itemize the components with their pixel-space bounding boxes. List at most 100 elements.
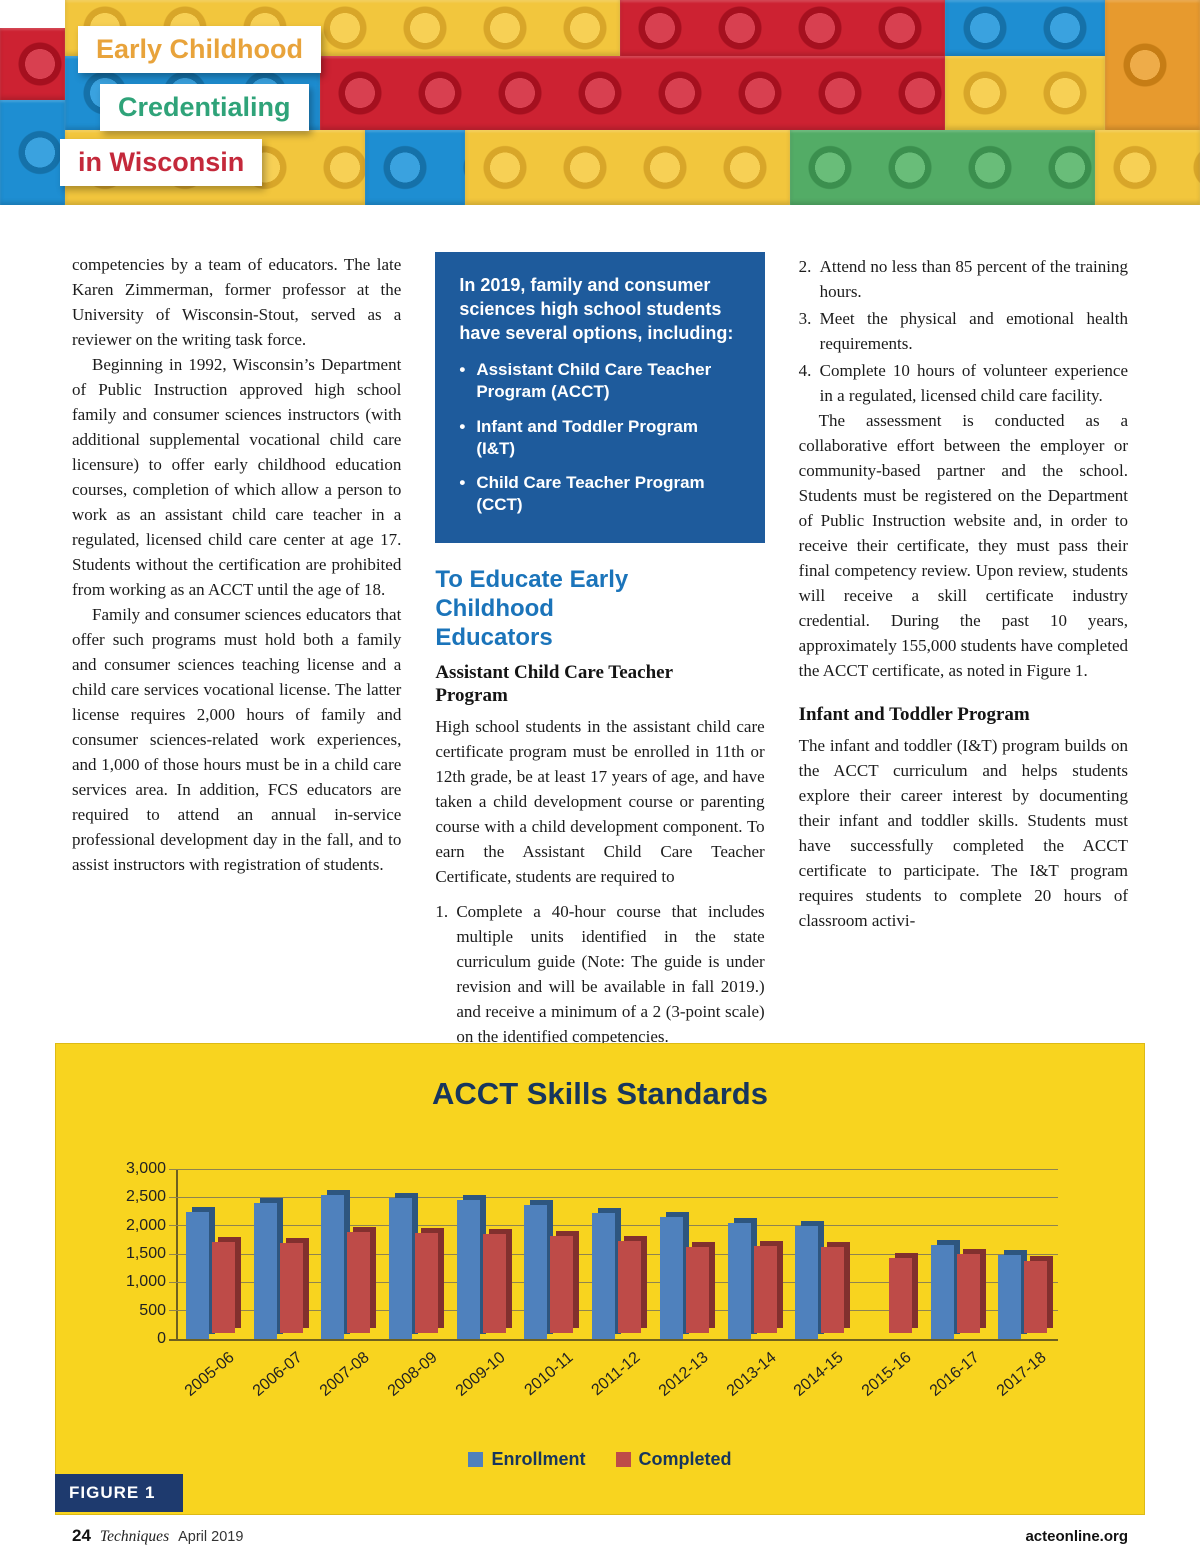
x-axis-label: 2013-14 xyxy=(723,1349,780,1400)
legend-label: Completed xyxy=(638,1449,732,1469)
page-number: 24 xyxy=(72,1526,91,1545)
page-title-line-2: Credentialing xyxy=(100,84,309,131)
item-number: 1. xyxy=(435,902,449,922)
lego-brick-green xyxy=(790,130,1095,205)
lego-brick-red xyxy=(620,0,945,56)
item-text: Attend no less than 85 percent of the tr… xyxy=(819,257,1128,301)
lego-brick-red xyxy=(320,56,945,130)
chart-plot: 0 500 1,000 1,500 2,000 2,500 3,000 2005-06 2006… xyxy=(126,1160,1058,1400)
x-axis-label: 2016-17 xyxy=(926,1349,983,1400)
bar-completed-2014-15 xyxy=(821,1246,845,1333)
bar-enrollment-2017-18 xyxy=(998,1255,1022,1339)
bar-enrollment-2008-09 xyxy=(389,1198,413,1339)
chart-legend: Enrollment Completed xyxy=(56,1449,1144,1470)
legend-swatch-enrollment xyxy=(468,1452,484,1467)
paragraph: competencies by a team of educators. The… xyxy=(72,255,402,349)
bar-enrollment-2010-11 xyxy=(524,1205,548,1339)
figure-label: FIGURE 1 xyxy=(55,1474,184,1512)
item-number: 4. xyxy=(798,361,812,380)
bar-enrollment-2013-14 xyxy=(727,1223,751,1339)
bar-completed-2010-11 xyxy=(550,1235,574,1333)
x-axis-label: 2012-13 xyxy=(655,1349,712,1400)
bar-completed-2011-12 xyxy=(618,1241,642,1333)
gridline xyxy=(169,1168,1058,1170)
callout-bullet: Infant and Toddler Program (I&T) xyxy=(459,416,740,460)
y-axis-tick-label: 1,500 xyxy=(125,1245,166,1262)
bar-enrollment-2009-10 xyxy=(456,1200,480,1339)
callout-bullet: Assistant Child Care Teacher Program (AC… xyxy=(459,359,740,403)
paragraph: High school students in the assistant ch… xyxy=(435,717,765,887)
paragraph: Beginning in 1992, Wisconsin’s Departmen… xyxy=(72,355,402,599)
x-axis-label: 2015-16 xyxy=(858,1349,915,1400)
acct-skills-chart: ACCT Skills Standards 0 500 1,000 1,500 2,00… xyxy=(55,1043,1145,1515)
numbered-item-3: 3. Meet the physical and emotional healt… xyxy=(799,306,1128,356)
column-1: competencies by a team of educators. The… xyxy=(72,252,401,1049)
infant-program-heading: Infant and Toddler Program xyxy=(798,704,1030,725)
item-text: Complete 10 hours of volunteer experienc… xyxy=(819,361,1128,405)
bar-enrollment-2014-15 xyxy=(795,1226,819,1339)
bar-enrollment-2011-12 xyxy=(592,1213,616,1339)
article-body: competencies by a team of educators. The… xyxy=(0,205,1200,1049)
bar-completed-2009-10 xyxy=(482,1234,506,1333)
gridline xyxy=(169,1338,1058,1341)
y-axis-tick-label: 3,000 xyxy=(125,1160,166,1177)
x-axis-label: 2009-10 xyxy=(452,1349,509,1400)
numbered-item-1: 1. Complete a 40-hour course that includ… xyxy=(435,899,764,1049)
item-text: Complete a 40-hour course that includes … xyxy=(456,902,765,1047)
paragraph: Family and consumer sciences educators t… xyxy=(72,605,402,874)
item-number: 2. xyxy=(798,257,812,276)
gridline xyxy=(169,1196,1058,1198)
bar-completed-2013-14 xyxy=(753,1245,777,1333)
bar-completed-2008-09 xyxy=(415,1233,439,1333)
bar-enrollment-2007-08 xyxy=(321,1194,345,1339)
y-axis-tick-label: 2,000 xyxy=(125,1216,166,1234)
lego-brick-yellow xyxy=(945,56,1105,130)
footer-left: 24 Techniques April 2019 xyxy=(72,1526,243,1546)
callout-bullet: Child Care Teacher Program (CCT) xyxy=(459,472,740,516)
numbered-item-4: 4. Complete 10 hours of volunteer experi… xyxy=(799,358,1128,408)
lego-brick-yellow xyxy=(465,130,790,205)
numbered-item-2: 2. Attend no less than 85 percent of the… xyxy=(799,254,1128,304)
page-title-line-3: in Wisconsin xyxy=(60,139,263,186)
callout-box: In 2019, family and consumer sciences hi… xyxy=(435,252,765,543)
figure-1: ACCT Skills Standards 0 500 1,000 1,500 2,00… xyxy=(55,1043,1145,1515)
bar-enrollment-2005-06 xyxy=(186,1211,209,1339)
issue-date: April 2019 xyxy=(178,1529,244,1545)
lego-brick-orange xyxy=(1105,0,1200,130)
bar-completed-2005-06 xyxy=(212,1242,235,1333)
lego-header: Early Childhood Credentialing in Wiscons… xyxy=(0,0,1200,205)
acct-program-heading: Assistant Child Care Teacher Program xyxy=(435,661,673,707)
x-axis-label: 2005-06 xyxy=(181,1349,238,1400)
column-2: In 2019, family and consumer sciences hi… xyxy=(435,252,765,1049)
page-title-line-1: Early Childhood xyxy=(78,26,322,73)
bar-enrollment-2016-17 xyxy=(930,1244,954,1339)
paragraph: The assessment is conducted as a collabo… xyxy=(798,411,1128,680)
bar-completed-2017-18 xyxy=(1024,1261,1048,1333)
bar-completed-2007-08 xyxy=(347,1232,371,1333)
legend-label: Enrollment xyxy=(491,1449,586,1469)
bar-completed-2015-16 xyxy=(888,1258,912,1333)
x-axis-label: 2008-09 xyxy=(384,1349,441,1400)
chart-title: ACCT Skills Standards xyxy=(432,1076,768,1111)
x-axis-label: 2010-11 xyxy=(521,1349,577,1400)
x-axis-label: 2017-18 xyxy=(994,1349,1050,1400)
lego-brick-blue xyxy=(365,130,465,205)
bar-enrollment-2006-07 xyxy=(253,1203,277,1339)
x-axis-label: 2011-12 xyxy=(588,1349,644,1400)
column-3: 2. Attend no less than 85 percent of the… xyxy=(799,252,1128,1049)
bar-completed-2016-17 xyxy=(956,1254,980,1333)
x-axis-label: 2014-15 xyxy=(790,1349,847,1400)
y-axis-tick-label: 500 xyxy=(139,1301,166,1319)
y-axis-tick-label: 2,500 xyxy=(125,1188,166,1206)
callout-list: Assistant Child Care Teacher Program (AC… xyxy=(459,359,740,516)
page-footer: 24 Techniques April 2019 acteonline.org xyxy=(72,1526,1128,1546)
website-url: acteonline.org xyxy=(1025,1528,1128,1545)
lego-brick-yellow xyxy=(1095,130,1200,205)
y-axis-tick-label: 1,000 xyxy=(125,1273,166,1291)
item-text: Meet the physical and emotional health r… xyxy=(819,309,1128,353)
bar-completed-2006-07 xyxy=(279,1243,303,1333)
bar-enrollment-2012-13 xyxy=(659,1216,683,1339)
bar-completed-2012-13 xyxy=(685,1246,709,1333)
legend-enrollment: Enrollment xyxy=(468,1449,586,1470)
